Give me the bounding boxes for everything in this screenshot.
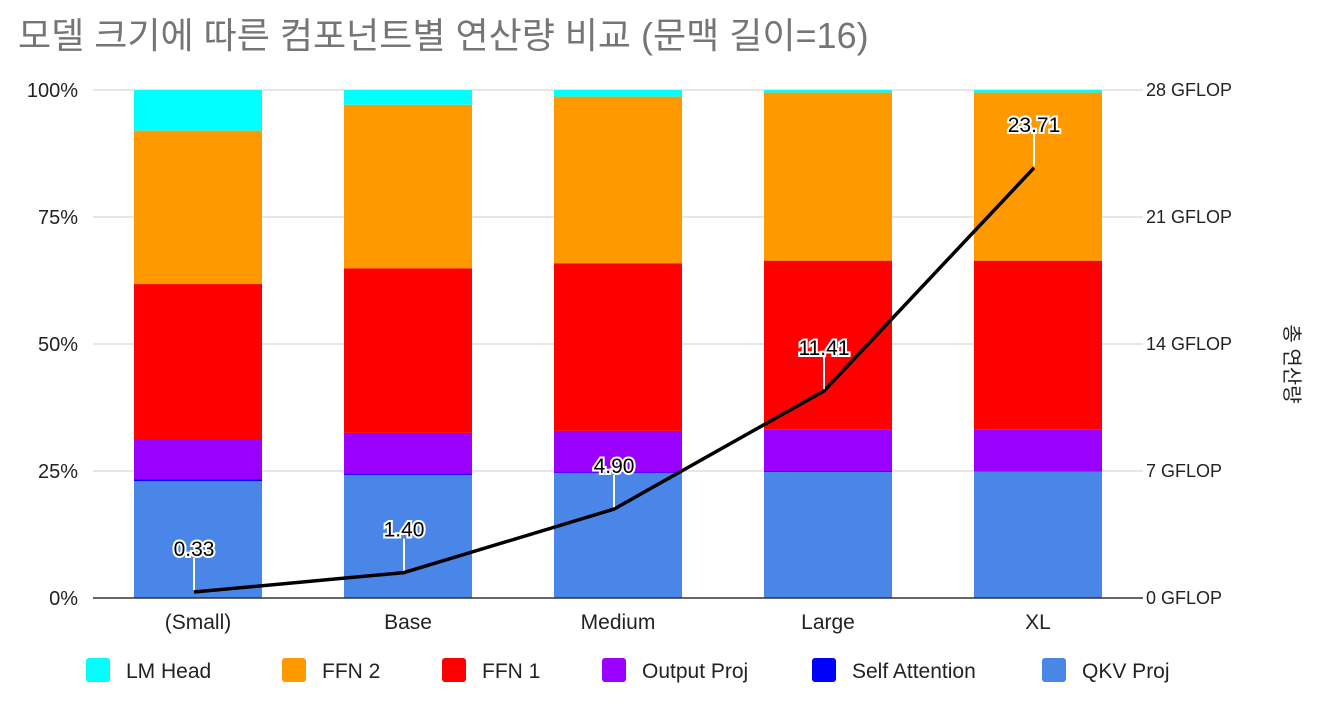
data-label: 11.41 bbox=[799, 337, 850, 360]
y-tick-label: 100% bbox=[27, 80, 78, 102]
y2-axis-label: 총 연산량 bbox=[1280, 324, 1303, 403]
bar-segment bbox=[974, 260, 1102, 430]
bar-segment bbox=[554, 263, 682, 431]
y2-tick-label: 0 GFLOP bbox=[1146, 588, 1222, 608]
bar-segment bbox=[344, 432, 472, 475]
legend-item: Self Attention bbox=[812, 658, 976, 683]
series-line bbox=[193, 166, 1036, 594]
y-tick-label: 75% bbox=[38, 207, 78, 229]
legend-label: QKV Proj bbox=[1082, 660, 1170, 683]
bar-segment bbox=[134, 479, 262, 482]
bar-stack bbox=[974, 90, 1102, 598]
bar-segment bbox=[134, 481, 262, 598]
bar-segment bbox=[134, 90, 262, 131]
bar-segment bbox=[764, 472, 892, 598]
bar-segment bbox=[554, 472, 682, 474]
total-flop-line bbox=[193, 166, 1036, 594]
chart-title: 모델 크기에 따른 컴포넌트별 연산량 비교 (문맥 길이=16) bbox=[18, 15, 869, 56]
legend-label: Self Attention bbox=[852, 660, 976, 683]
x-tick-label: Large bbox=[801, 611, 855, 634]
data-label: 4.90 bbox=[594, 455, 635, 478]
legend-label: FFN 1 bbox=[482, 660, 540, 683]
x-tick-label: Base bbox=[384, 611, 432, 634]
legend-item: FFN 2 bbox=[282, 658, 380, 683]
legend-swatch bbox=[282, 658, 306, 682]
bar-segment bbox=[974, 471, 1102, 598]
legend-swatch bbox=[86, 658, 110, 682]
bar-stack bbox=[764, 90, 892, 598]
bar-stacks bbox=[134, 90, 1102, 598]
data-labels: 0.33 1.40 4.90 11.41 23.71 bbox=[172, 112, 1062, 591]
y2-tick-label: 21 GFLOP bbox=[1146, 207, 1232, 227]
x-tick-label: Medium bbox=[581, 611, 656, 634]
bar-segment bbox=[764, 92, 892, 261]
legend-swatch bbox=[812, 658, 836, 682]
legend-swatch bbox=[602, 658, 626, 682]
legend-label: FFN 2 bbox=[322, 660, 380, 683]
x-tick-label: XL bbox=[1025, 611, 1051, 634]
bar-stack bbox=[134, 90, 262, 598]
data-label: 23.71 bbox=[1008, 114, 1061, 137]
legend-label: LM Head bbox=[126, 660, 211, 683]
legend-label: Output Proj bbox=[642, 660, 748, 683]
x-tick-label: (Small) bbox=[165, 611, 232, 634]
y2-tick-label: 14 GFLOP bbox=[1146, 334, 1232, 354]
legend-item: FFN 1 bbox=[442, 658, 540, 683]
bar-segment bbox=[344, 474, 472, 476]
axes: 0% 25% 50% 75% 100% 0 GFLOP 7 GFLOP 14 GFLOP 21 … bbox=[27, 80, 1232, 634]
bar-segment bbox=[974, 90, 1102, 93]
y-tick-label: 50% bbox=[38, 334, 78, 356]
legend-item: Output Proj bbox=[602, 658, 748, 683]
y-tick-label: 25% bbox=[38, 461, 78, 483]
y2-tick-label: 7 GFLOP bbox=[1146, 461, 1222, 481]
bar-segment bbox=[134, 284, 262, 441]
bar-segment bbox=[554, 90, 682, 97]
legend: LM Head FFN 2 FFN 1 Output Proj Self Attenti… bbox=[86, 658, 1170, 683]
bar-segment bbox=[344, 104, 472, 269]
bar-segment bbox=[134, 130, 262, 285]
bar-segment bbox=[764, 90, 892, 93]
legend-swatch bbox=[1042, 658, 1066, 682]
bar-segment bbox=[764, 260, 892, 430]
bar-segment bbox=[134, 440, 262, 480]
bar-stack bbox=[554, 90, 682, 598]
bar-segment bbox=[554, 430, 682, 473]
legend-swatch bbox=[442, 658, 466, 682]
bar-segment bbox=[974, 429, 1102, 472]
bar-segment bbox=[554, 96, 682, 264]
bar-segment bbox=[344, 90, 472, 105]
bar-segment bbox=[974, 92, 1102, 261]
bar-segment bbox=[764, 471, 892, 473]
bar-segment bbox=[554, 473, 682, 598]
data-label: 0.33 bbox=[174, 538, 215, 561]
y2-tick-label: 28 GFLOP bbox=[1146, 80, 1232, 100]
y-tick-label: 0% bbox=[49, 588, 78, 610]
bar-segment bbox=[764, 429, 892, 472]
legend-item: QKV Proj bbox=[1042, 658, 1170, 683]
legend-item: LM Head bbox=[86, 658, 211, 683]
data-label: 1.40 bbox=[384, 519, 425, 542]
bar-segment bbox=[344, 268, 472, 433]
